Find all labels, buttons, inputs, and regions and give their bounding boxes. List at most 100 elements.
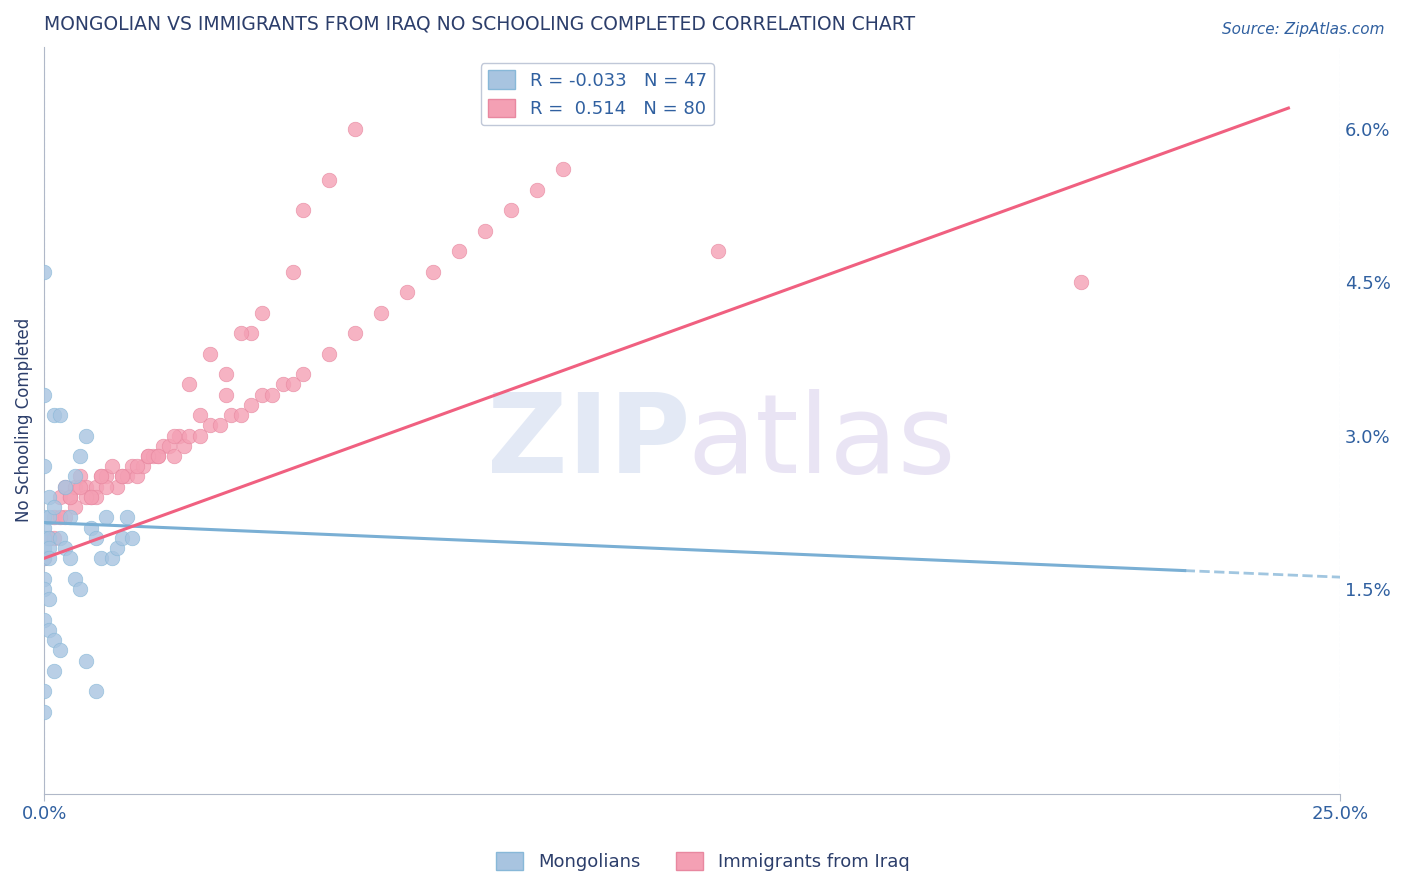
Point [100, 459, 122, 474]
Point [198, 418, 221, 433]
Point [1070, 275, 1092, 289]
Point [75, 480, 97, 494]
Point [38, 551, 60, 566]
Point [69, 449, 91, 463]
Point [292, 367, 315, 381]
Point [63, 480, 86, 494]
Point [90, 469, 112, 483]
Point [142, 449, 165, 463]
Point [422, 265, 444, 279]
Point [121, 531, 143, 545]
Point [75, 490, 97, 504]
Point [80, 490, 103, 504]
Point [281, 377, 304, 392]
Point [44, 510, 66, 524]
Point [44, 408, 66, 422]
Point [38, 592, 60, 607]
Point [219, 408, 242, 422]
Point [198, 346, 221, 360]
Point [229, 408, 252, 422]
Point [146, 449, 169, 463]
Point [38, 541, 60, 555]
Point [53, 480, 76, 494]
Text: ZIP: ZIP [486, 389, 690, 496]
Point [318, 346, 340, 360]
Point [96, 480, 118, 494]
Point [152, 439, 174, 453]
Point [44, 500, 66, 515]
Point [90, 551, 112, 566]
Point [447, 244, 470, 259]
Point [262, 387, 284, 401]
Point [59, 490, 82, 504]
Point [59, 510, 82, 524]
Point [59, 490, 82, 504]
Point [44, 531, 66, 545]
Point [526, 183, 548, 197]
Point [115, 510, 138, 524]
Point [48, 531, 70, 545]
Point [32, 265, 55, 279]
Point [229, 326, 252, 341]
Point [163, 449, 186, 463]
Point [53, 480, 76, 494]
Point [127, 459, 149, 474]
Point [250, 306, 273, 320]
Point [38, 490, 60, 504]
Point [271, 377, 294, 392]
Y-axis label: No Schooling Completed: No Schooling Completed [15, 318, 32, 523]
Point [499, 203, 522, 218]
Point [136, 449, 159, 463]
Point [38, 623, 60, 637]
Point [80, 520, 103, 534]
Point [370, 306, 392, 320]
Point [63, 500, 86, 515]
Point [100, 551, 122, 566]
Point [32, 572, 55, 586]
Point [84, 684, 107, 698]
Point [179, 428, 201, 442]
Point [32, 582, 55, 596]
Point [250, 387, 273, 401]
Point [44, 664, 66, 678]
Point [551, 162, 574, 177]
Point [344, 326, 367, 341]
Point [48, 408, 70, 422]
Point [105, 541, 128, 555]
Point [75, 654, 97, 668]
Point [163, 428, 186, 442]
Point [281, 265, 304, 279]
Point [38, 531, 60, 545]
Point [121, 459, 143, 474]
Point [38, 510, 60, 524]
Point [32, 551, 55, 566]
Point [105, 480, 128, 494]
Legend: Mongolians, Immigrants from Iraq: Mongolians, Immigrants from Iraq [489, 845, 917, 879]
Point [84, 531, 107, 545]
Point [90, 469, 112, 483]
Point [111, 531, 134, 545]
Point [173, 439, 195, 453]
Point [131, 459, 153, 474]
Point [32, 520, 55, 534]
Point [53, 510, 76, 524]
Point [209, 418, 232, 433]
Point [48, 490, 70, 504]
Point [84, 490, 107, 504]
Point [69, 582, 91, 596]
Point [96, 510, 118, 524]
Point [127, 469, 149, 483]
Point [32, 459, 55, 474]
Point [63, 469, 86, 483]
Point [84, 480, 107, 494]
Point [75, 428, 97, 442]
Point [53, 541, 76, 555]
Point [240, 326, 263, 341]
Point [38, 531, 60, 545]
Point [32, 510, 55, 524]
Point [707, 244, 730, 259]
Point [32, 705, 55, 719]
Point [48, 510, 70, 524]
Point [32, 551, 55, 566]
Point [59, 551, 82, 566]
